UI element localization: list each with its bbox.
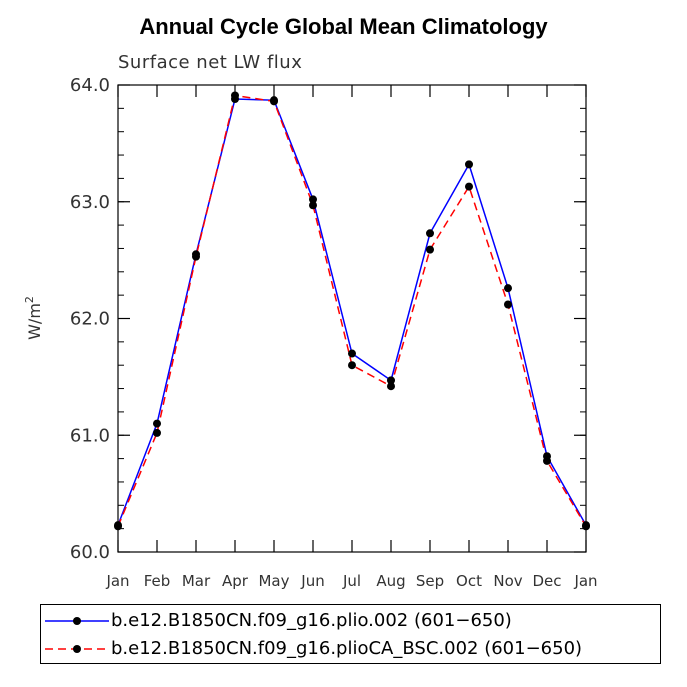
chart-title: Annual Cycle Global Mean Climatology: [139, 14, 548, 39]
y-axis-label-superscript: 2: [23, 296, 36, 303]
x-tick-label: Oct: [456, 572, 482, 590]
y-tick-labels: 60.0 61.0 62.0 63.0 64.0: [70, 75, 110, 563]
series-2-point: [153, 428, 161, 437]
series-2-point: [348, 361, 356, 370]
x-tick-label: Jan: [573, 572, 597, 590]
series-1-point: [153, 419, 161, 428]
x-tick-label: Nov: [493, 572, 522, 590]
y-axis-label: W/m2: [23, 296, 44, 340]
series-2-point: [465, 182, 473, 191]
y-tick-label: 64.0: [70, 75, 110, 96]
series-2-point: [270, 97, 278, 106]
series-1-point: [465, 160, 473, 169]
x-tick-label: Jul: [342, 572, 361, 590]
series-1-point: [309, 195, 317, 204]
x-tick-label: Feb: [144, 572, 171, 590]
legend: b.e12.B1850CN.f09_g16.plio.002 (601−650)…: [40, 604, 661, 664]
chart-subtitle: Surface net LW flux: [118, 52, 303, 73]
y-tick-label: 61.0: [70, 425, 110, 446]
x-tick-label: Sep: [416, 572, 444, 590]
x-tick-label: Apr: [222, 572, 249, 590]
x-tick-label: Dec: [532, 572, 561, 590]
series-2-point: [231, 91, 239, 100]
y-tick-label: 60.0: [70, 542, 110, 563]
series-2-point: [192, 252, 200, 261]
series-1-point: [387, 376, 395, 385]
series-line-1: [117, 98, 587, 526]
series-1-point: [426, 229, 434, 238]
series-1-point: [504, 284, 512, 293]
series-2-point: [387, 382, 395, 391]
legend-entry-1: b.e12.B1850CN.f09_g16.plio.002 (601−650): [41, 607, 660, 635]
y-tick-label: 63.0: [70, 192, 110, 213]
x-tick-label: May: [258, 572, 289, 590]
x-tick-label: Jan: [105, 572, 129, 590]
series-1-point: [348, 349, 356, 358]
legend-label-1: b.e12.B1850CN.f09_g16.plio.002 (601−650): [111, 610, 512, 631]
legend-marker-2: [73, 645, 81, 653]
series-2-point: [309, 201, 317, 210]
legend-label-2: b.e12.B1850CN.f09_g16.plioCA_BSC.002 (60…: [111, 638, 583, 659]
series-2-point: [426, 245, 434, 254]
line-chart: 60.061.062.063.064.0 Jan Feb Mar Apr May Jun J…: [23, 75, 598, 590]
x-tick-labels: Jan Feb Mar Apr May Jun Jul Aug Sep Oct Nov Dec Jan: [105, 572, 597, 590]
series-layer: [114, 91, 590, 531]
y-axis-label-text: W/m: [25, 303, 44, 340]
y-tick-label: 62.0: [70, 309, 110, 330]
legend-marker-1: [73, 617, 81, 625]
legend-entry-2: b.e12.B1850CN.f09_g16.plioCA_BSC.002 (60…: [41, 635, 660, 663]
series-2-point: [543, 456, 551, 465]
x-tick-label: Aug: [376, 572, 405, 590]
x-tick-label: Mar: [182, 572, 211, 590]
series-line-2: [117, 94, 587, 527]
x-tick-label: Jun: [300, 572, 324, 590]
plot-frame: [117, 84, 587, 553]
series-2-point: [504, 300, 512, 309]
